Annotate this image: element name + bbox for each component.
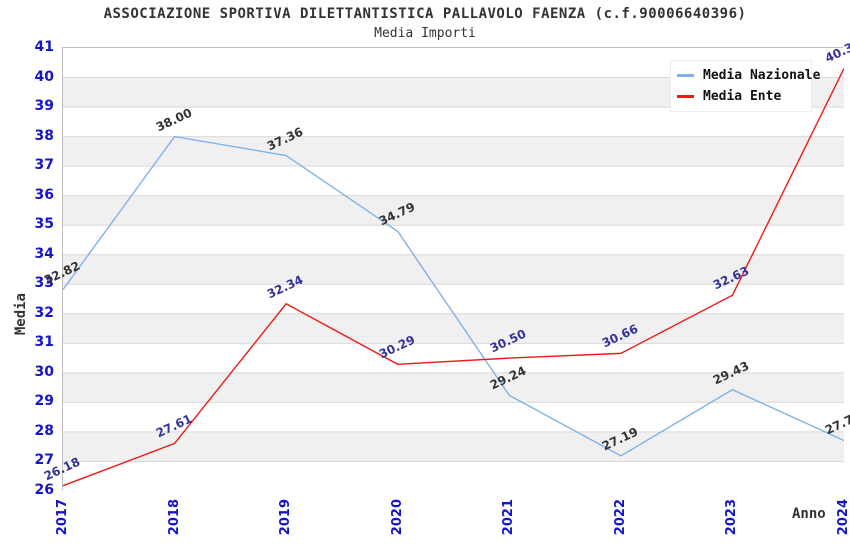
y-tick-label: 35	[34, 216, 54, 233]
stripe-band	[63, 225, 844, 255]
y-tick-label: 34	[34, 245, 54, 262]
series-line-media-nazionale	[63, 135, 844, 457]
y-tick-label: 31	[34, 334, 54, 351]
y-tick-label: 38	[34, 127, 54, 144]
stripe-band	[63, 402, 844, 432]
stripe-band	[63, 372, 844, 403]
y-tick-label: 26	[34, 482, 54, 498]
legend-swatch-media-nazionale-icon	[677, 74, 694, 77]
y-tick-label: 39	[34, 98, 54, 115]
legend-label-media-ente: Media Ente	[703, 89, 782, 104]
y-tick-label: 29	[34, 393, 54, 410]
x-tick-label: 2021	[501, 499, 517, 536]
legend-label-media-nazionale: Media Nazionale	[703, 68, 821, 83]
stripe-band	[63, 431, 844, 462]
y-tick-label: 41	[34, 39, 54, 55]
x-tick-label: 2022	[612, 499, 628, 536]
y-tick-label: 36	[34, 186, 54, 203]
stripe-band	[63, 343, 844, 373]
y-tick-label: 27	[34, 452, 54, 469]
page-subtitle: Media Importi	[374, 26, 476, 41]
y-tick-label: 40	[34, 68, 54, 85]
legend-item-media-nazionale: Media Nazionale	[677, 65, 820, 86]
x-tick-label: 2018	[166, 499, 182, 536]
x-tick-label: 2019	[278, 499, 294, 536]
y-axis-title: Media	[13, 292, 29, 335]
x-tick-label: 2020	[389, 499, 405, 536]
x-tick-label: 2024	[836, 499, 850, 536]
legend-swatch-media-ente-icon	[677, 95, 694, 98]
page-title: ASSOCIAZIONE SPORTIVA DILETTANTISTICA PA…	[103, 6, 747, 22]
legend: Media Nazionale Media Ente	[670, 60, 820, 112]
stripe-band	[63, 166, 844, 196]
stripe-band	[63, 284, 844, 314]
stripe-band	[63, 313, 844, 344]
y-tick-label: 30	[34, 363, 54, 380]
x-tick-label: 2023	[724, 499, 740, 536]
y-tick-label: 33	[34, 275, 54, 292]
series-line-media-ente	[63, 68, 844, 487]
stripe-band	[63, 136, 844, 167]
y-tick-label: 28	[34, 422, 54, 439]
stripe-band	[63, 461, 844, 491]
y-tick-label: 32	[34, 304, 54, 321]
y-tick-label: 37	[34, 157, 54, 174]
x-tick-label: 2017	[55, 499, 70, 536]
stripe-band	[63, 195, 844, 226]
x-axis-title: Anno	[792, 506, 826, 522]
legend-item-media-ente: Media Ente	[677, 86, 805, 107]
stripe-band	[63, 254, 844, 285]
data-label-media-ente: 40.31	[822, 37, 850, 66]
